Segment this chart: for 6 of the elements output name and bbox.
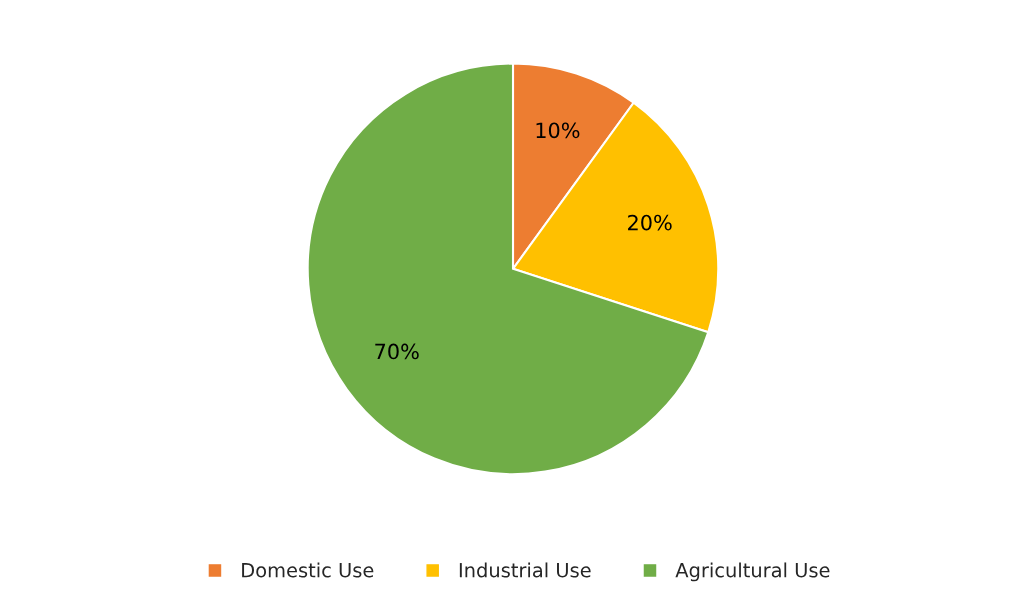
data-label: 70% [375, 343, 419, 360]
legend-label: Industrial Use [459, 562, 591, 578]
data-label: 20% [628, 214, 672, 231]
legend-label: Domestic Use [242, 562, 374, 578]
legend-label: Agricultural Use [675, 562, 830, 582]
data-label: 10% [536, 122, 580, 139]
